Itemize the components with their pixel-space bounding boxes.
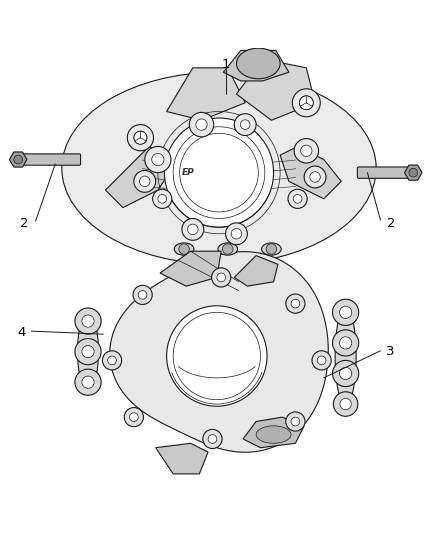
Polygon shape [243, 417, 304, 448]
Circle shape [75, 338, 101, 365]
Ellipse shape [62, 72, 376, 264]
Circle shape [179, 244, 189, 254]
Circle shape [82, 315, 94, 327]
Circle shape [212, 268, 231, 287]
FancyBboxPatch shape [17, 154, 81, 165]
Text: 4: 4 [18, 326, 26, 340]
Circle shape [339, 367, 352, 379]
Ellipse shape [78, 313, 99, 390]
Text: EP: EP [182, 168, 195, 177]
Circle shape [304, 166, 326, 188]
Polygon shape [106, 147, 175, 207]
Circle shape [317, 356, 326, 365]
Circle shape [14, 155, 22, 164]
Polygon shape [160, 251, 221, 286]
Circle shape [75, 369, 101, 395]
Circle shape [234, 114, 256, 135]
Circle shape [124, 408, 144, 427]
Polygon shape [234, 256, 278, 286]
Circle shape [310, 172, 320, 182]
Circle shape [340, 398, 351, 410]
Circle shape [339, 306, 352, 318]
Circle shape [332, 360, 359, 386]
Circle shape [293, 195, 302, 203]
Circle shape [332, 299, 359, 326]
Circle shape [333, 392, 358, 416]
Circle shape [134, 131, 147, 144]
Circle shape [292, 89, 320, 117]
Circle shape [299, 96, 313, 110]
Circle shape [286, 294, 305, 313]
FancyBboxPatch shape [357, 167, 413, 179]
Circle shape [266, 244, 277, 254]
Circle shape [231, 229, 242, 239]
Circle shape [152, 154, 164, 166]
Circle shape [145, 147, 171, 173]
Polygon shape [223, 51, 289, 81]
Circle shape [208, 434, 217, 443]
Ellipse shape [218, 243, 237, 255]
Circle shape [189, 112, 214, 137]
Circle shape [138, 290, 147, 299]
Circle shape [294, 139, 318, 163]
Polygon shape [155, 443, 208, 474]
Circle shape [166, 306, 267, 406]
Text: 1: 1 [221, 58, 230, 71]
Circle shape [158, 195, 166, 203]
Ellipse shape [237, 48, 280, 79]
Circle shape [240, 120, 250, 130]
Text: 3: 3 [386, 345, 394, 358]
Circle shape [130, 413, 138, 422]
Polygon shape [405, 165, 422, 180]
Polygon shape [110, 252, 328, 452]
Circle shape [127, 125, 153, 151]
Ellipse shape [261, 243, 281, 255]
Circle shape [82, 376, 94, 389]
Circle shape [223, 244, 233, 254]
Text: 2: 2 [21, 217, 29, 230]
Circle shape [217, 273, 226, 282]
Circle shape [102, 351, 122, 370]
Ellipse shape [335, 307, 356, 405]
Polygon shape [166, 68, 245, 120]
Polygon shape [237, 59, 315, 120]
Circle shape [332, 330, 359, 356]
Circle shape [82, 345, 94, 358]
Ellipse shape [174, 243, 194, 255]
Circle shape [409, 168, 418, 177]
Circle shape [300, 145, 312, 157]
Circle shape [187, 224, 198, 235]
Circle shape [108, 356, 117, 365]
Circle shape [226, 223, 247, 245]
Circle shape [133, 285, 152, 304]
Circle shape [291, 299, 300, 308]
Circle shape [339, 337, 352, 349]
Circle shape [182, 219, 204, 240]
Circle shape [140, 176, 150, 187]
Circle shape [196, 119, 207, 130]
Text: 2: 2 [387, 217, 396, 230]
Ellipse shape [256, 426, 291, 443]
Circle shape [288, 189, 307, 208]
Circle shape [286, 412, 305, 431]
Circle shape [152, 189, 172, 208]
Circle shape [312, 351, 331, 370]
Circle shape [75, 308, 101, 334]
Circle shape [203, 430, 222, 449]
Circle shape [164, 118, 274, 227]
Polygon shape [10, 152, 27, 167]
Circle shape [134, 171, 155, 192]
Circle shape [291, 417, 300, 426]
Polygon shape [280, 147, 341, 199]
